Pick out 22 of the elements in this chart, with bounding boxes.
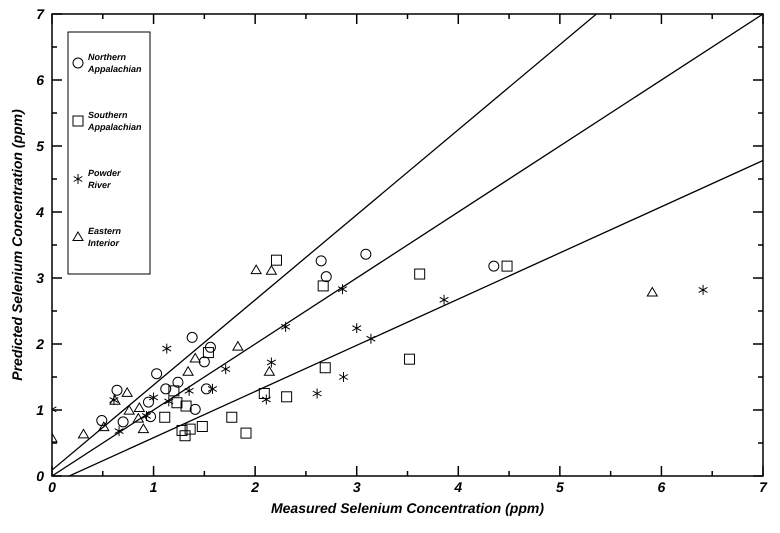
legend-label: Eastern Interior (88, 226, 122, 248)
x-tick-label: 0 (48, 479, 56, 495)
x-tick-label: 5 (556, 479, 564, 495)
y-tick-label: 2 (35, 336, 44, 352)
legend-label: Southern Appalachian (87, 110, 142, 132)
x-tick-label: 6 (658, 479, 666, 495)
legend-label: Northern Appalachian (87, 52, 142, 74)
y-tick-label: 5 (36, 138, 44, 154)
x-tick-label: 1 (150, 479, 158, 495)
x-axis-title: Measured Selenium Concentration (ppm) (270, 500, 544, 516)
y-tick-label: 6 (36, 72, 44, 88)
x-tick-label: 7 (759, 479, 768, 495)
y-tick-label: 7 (36, 6, 46, 22)
y-tick-label: 3 (36, 270, 44, 286)
x-tick-label: 3 (352, 479, 361, 495)
x-tick-label: 2 (250, 479, 260, 495)
y-tick-label: 4 (35, 204, 44, 220)
y-tick-label: 0 (36, 468, 44, 484)
x-tick-label: 4 (453, 479, 462, 495)
y-tick-label: 1 (36, 402, 44, 418)
y-axis-title: Predicted Selenium Concentration (ppm) (9, 108, 25, 381)
legend-label: Powder River (88, 168, 122, 190)
